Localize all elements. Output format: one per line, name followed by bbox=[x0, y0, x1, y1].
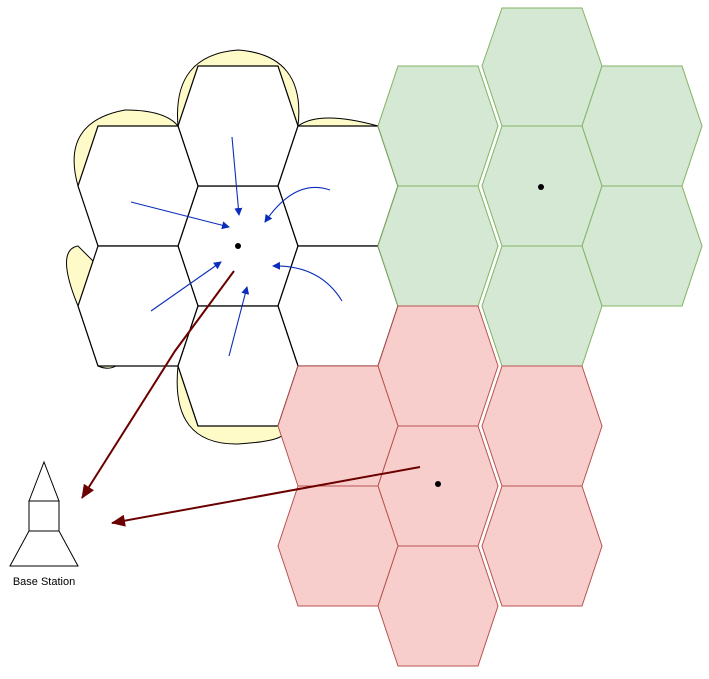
blue-arrow-from-left bbox=[130, 201, 230, 230]
cell-hex-lower-left bbox=[77, 245, 199, 367]
blue-arrow-from-lower-left bbox=[150, 261, 222, 312]
blue-arrow-from-bottom bbox=[228, 286, 250, 357]
base-station-antenna-icon bbox=[28, 460, 60, 502]
red-hex-bottom bbox=[377, 545, 499, 667]
cell-hex-lower-right bbox=[277, 245, 399, 367]
base-station-base-icon bbox=[9, 530, 79, 567]
cell-hex-upper-right bbox=[277, 125, 399, 247]
green-hex-upper-left bbox=[377, 65, 499, 187]
red-arrow-red-to-base bbox=[111, 466, 421, 527]
red-hex-lower-left bbox=[277, 485, 399, 607]
green-hex-bottom bbox=[481, 245, 603, 367]
green-cell-cluster bbox=[377, 7, 703, 367]
red-arrows bbox=[81, 270, 421, 527]
green-hex-lower-right bbox=[581, 185, 703, 307]
red-hex-top bbox=[377, 305, 499, 427]
left-cell-cluster bbox=[77, 65, 399, 427]
base-station-icon bbox=[9, 460, 79, 567]
red-hex-upper-left bbox=[277, 365, 399, 487]
blue-arrow-from-lower-right bbox=[272, 261, 343, 302]
base-station-body-icon bbox=[28, 500, 60, 532]
green-hex-lower-left bbox=[377, 185, 499, 307]
red-cluster-center-dot bbox=[435, 481, 441, 487]
cell-hex-top bbox=[177, 65, 299, 187]
red-arrow-left-to-base bbox=[81, 270, 235, 499]
left-cluster-center-dot bbox=[235, 243, 241, 249]
base-station-label: Base Station bbox=[13, 576, 75, 588]
cell-hex-upper-left bbox=[77, 125, 199, 247]
green-hex-upper-right bbox=[581, 65, 703, 187]
blue-arrows bbox=[130, 136, 343, 357]
green-cluster-center-dot bbox=[538, 184, 544, 190]
red-hex-lower-right bbox=[481, 485, 603, 607]
green-hex-top bbox=[481, 7, 603, 127]
blue-arrow-from-top bbox=[231, 136, 243, 216]
red-hex-upper-right bbox=[481, 365, 603, 487]
blue-arrow-from-upper-right bbox=[264, 186, 331, 223]
